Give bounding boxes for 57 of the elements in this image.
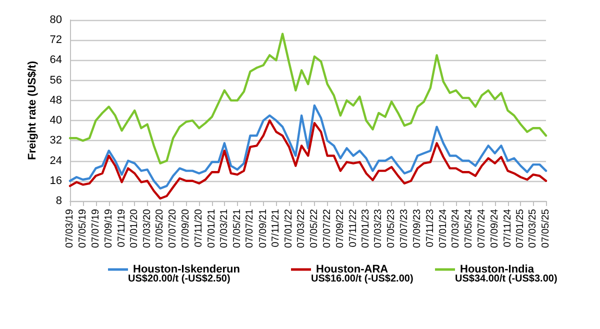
x-tick-label: 07/11/23 <box>424 208 436 248</box>
line-series <box>68 104 548 190</box>
x-tick-label: 07/11/19 <box>116 208 128 248</box>
x-tick-label: 07/03/21 <box>218 208 230 248</box>
x-tick-label: 07/01/23 <box>360 208 372 248</box>
x-tick-label: 07/05/20 <box>154 208 166 248</box>
x-tick-label: 07/11/22 <box>348 208 359 248</box>
x-tick-label: 07/07/22 <box>322 208 333 248</box>
legend-label: Houston-Iskenderun <box>133 264 240 276</box>
y-axis-title: Freight rate (US$/t) <box>26 60 38 160</box>
y-tick-label: 48 <box>50 94 62 106</box>
y-tick-label: 72 <box>50 34 62 46</box>
line-series <box>68 32 548 164</box>
x-tick-label: 07/01/24 <box>438 208 449 248</box>
y-tick-label: 32 <box>50 134 62 147</box>
x-tick-label: 07/05/24 <box>463 208 474 248</box>
text: US$34.00/t (-US$3.00) <box>455 274 558 284</box>
x-tick-label: 07/01/22 <box>284 208 295 248</box>
x-tick-label: 07/09/23 <box>412 208 424 248</box>
y-tick-label: 24 <box>50 154 62 167</box>
x-tick-label: 07/01/20 <box>129 208 140 248</box>
x-tick-label: 07/07/24 <box>476 208 488 248</box>
x-tick-label: 07/05/23 <box>386 208 398 248</box>
x-tick-label: 07/05/22 <box>308 208 320 248</box>
x-tick-label: 07/01/25 <box>515 208 526 248</box>
x-tick-label: 07/09/21 <box>258 208 269 248</box>
y-tick-label: 64 <box>50 54 62 66</box>
legend-label: Houston-ARA <box>316 264 388 276</box>
x-tick-label: 07/07/21 <box>244 208 256 248</box>
x-tick-label: 07/09/20 <box>180 208 192 248</box>
y-tick-label: 80 <box>50 14 62 26</box>
y-tick-label: 40 <box>50 114 62 127</box>
x-tick-label: 07/03/23 <box>373 208 384 248</box>
x-tick-label: 07/03/19 <box>64 208 76 248</box>
y-tick-label: 56 <box>50 74 62 86</box>
x-tick-label: 07/09/22 <box>334 208 346 248</box>
x-tick-label: 07/11/24 <box>502 208 514 248</box>
x-tick-label: 07/03/20 <box>142 208 153 248</box>
y-tick-label: 16 <box>50 174 62 187</box>
x-tick-label: 07/09/19 <box>103 208 114 248</box>
x-tick-label: 07/05/21 <box>232 208 243 248</box>
x-tick-label: 07/03/22 <box>296 208 308 248</box>
x-tick-label: 07/07/19 <box>90 208 102 248</box>
x-tick-label: 07/11/20 <box>194 208 205 248</box>
x-tick-label: 07/05/25 <box>540 208 552 248</box>
x-tick-label: 07/05/19 <box>77 208 88 248</box>
x-tick-label: 07/03/24 <box>450 208 462 248</box>
legend-label: Houston-India <box>460 264 535 276</box>
x-tick-label: 07/01/21 <box>206 208 218 248</box>
x-tick-label: 07/03/25 <box>528 208 539 248</box>
text: US$20.00/t (-US$2.50) <box>128 274 230 284</box>
x-tick-label: 07/11/21 <box>270 208 282 248</box>
x-tick-label: 07/07/23 <box>398 208 410 248</box>
x-tick-label: 07/07/20 <box>168 208 179 248</box>
x-tick-label: 07/09/24 <box>489 208 500 248</box>
text: US$16.00/t (-US$2.00) <box>311 274 414 284</box>
y-tick-label: 8 <box>56 195 62 207</box>
